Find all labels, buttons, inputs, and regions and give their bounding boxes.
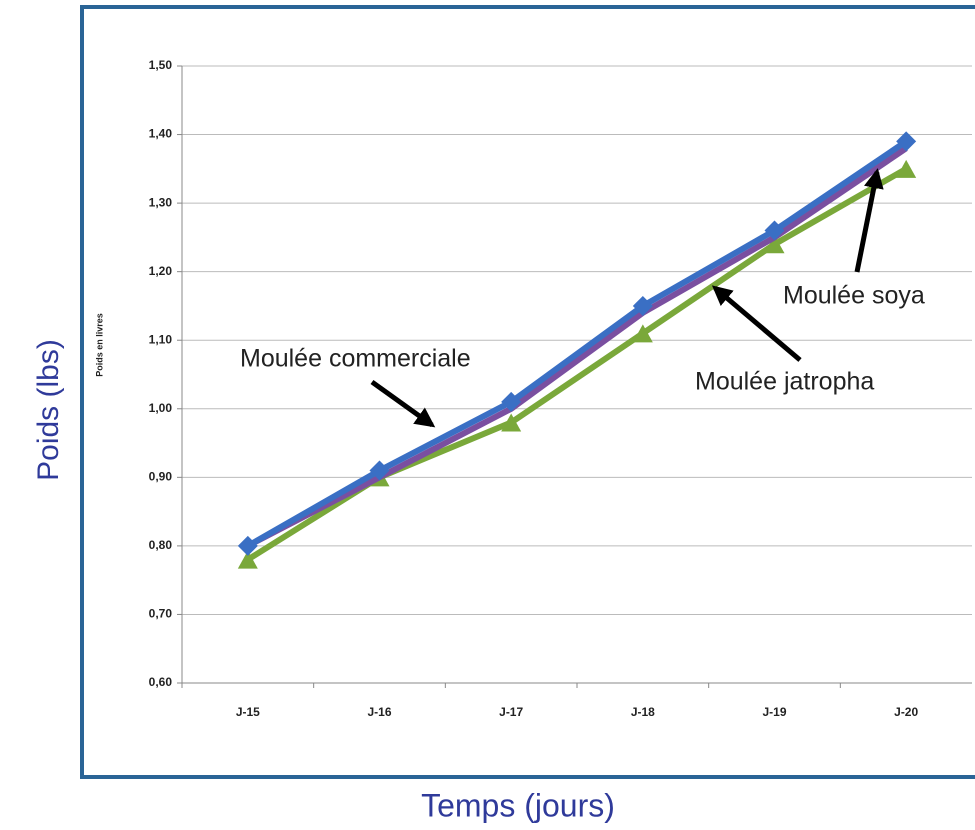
point [764, 235, 785, 254]
annotation-arrow [370, 379, 436, 428]
y-tick-label: 1,20 [149, 264, 173, 278]
point [237, 535, 258, 556]
series-line [246, 145, 908, 549]
x-tick-label: J-17 [499, 705, 523, 719]
x-tick-label: J-16 [367, 705, 391, 719]
x-tick-label: J-18 [631, 705, 655, 719]
x-label: Temps (jours) [421, 787, 615, 823]
y-tick-label: 1,10 [149, 332, 173, 346]
y-tick-label: 1,50 [149, 58, 173, 72]
y-axis-title: Poids en livres [94, 313, 104, 377]
y-tick-label: 0,80 [149, 538, 173, 552]
frame [80, 5, 975, 779]
point [369, 460, 390, 481]
point [501, 391, 522, 412]
y-tick-label: 0,60 [149, 675, 173, 689]
annotation: Moulée soya [783, 282, 925, 310]
point [896, 131, 917, 152]
y-tick-label: 0,70 [149, 607, 173, 621]
y-tick-label: 0,90 [149, 470, 173, 484]
series-line [246, 138, 908, 549]
x-tick-label: J-20 [894, 705, 918, 719]
annotation: Moulée commerciale [240, 345, 471, 373]
y-label: Poids (lbs) [32, 339, 65, 481]
y-tick-label: 1,40 [149, 127, 173, 141]
x-tick-label: J-15 [236, 705, 260, 719]
point [632, 324, 653, 343]
y-tick-label: 1,00 [149, 401, 173, 415]
x-tick-label: J-19 [762, 705, 786, 719]
annotation: Moulée jatropha [695, 368, 874, 396]
annotation-arrow [711, 285, 802, 362]
annotation-arrow [854, 168, 884, 273]
point [237, 550, 258, 569]
point [501, 413, 522, 432]
y-tick-label: 1,30 [149, 195, 173, 209]
point [632, 295, 653, 316]
plot: 0,60 0,70 0,80 0,90 1,00 1,10 1,20 1,30 1,40 1,50… [149, 58, 972, 719]
point [764, 220, 785, 241]
point [896, 159, 917, 178]
